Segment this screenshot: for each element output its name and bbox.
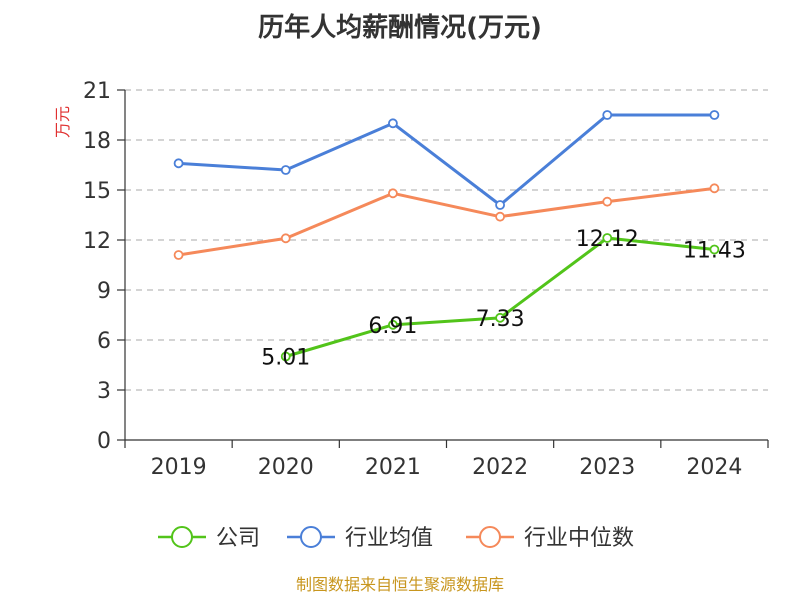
series-point	[173, 250, 184, 260]
data-label: 7.33	[476, 307, 525, 332]
series-line-1	[178, 113, 715, 207]
legend-label: 行业中位数	[524, 526, 634, 551]
data-label: 5.01	[261, 346, 310, 371]
legend-marker	[479, 526, 501, 548]
series-point	[173, 158, 184, 169]
y-tick-label: 12	[83, 229, 111, 254]
series-line-2	[178, 186, 715, 257]
x-tick-label: 2020	[258, 455, 314, 480]
series-point	[495, 312, 505, 323]
series-line-0	[285, 236, 715, 358]
source-note: 制图数据来自恒生聚源数据库	[296, 575, 504, 594]
x-tick-label: 2019	[151, 455, 207, 480]
y-tick-label: 0	[97, 429, 111, 454]
series-point	[602, 233, 613, 243]
legend-marker	[300, 526, 322, 548]
gridlines	[125, 89, 768, 391]
y-axis-label: 万元	[53, 106, 72, 138]
y-tick-label: 18	[83, 129, 111, 154]
legend-label: 行业均值	[345, 526, 433, 551]
x-tick-label: 2021	[365, 455, 421, 480]
x-tick-label: 2022	[472, 455, 528, 480]
y-tick-label: 15	[83, 179, 111, 204]
y-tick-labels: 0 3 6 9 12 15 18 21	[83, 79, 111, 454]
series-point	[388, 319, 398, 330]
series-point	[280, 351, 291, 362]
y-tick-label: 9	[97, 279, 111, 304]
legend-item[interactable]: 行业均值	[287, 526, 433, 551]
series-point	[280, 165, 291, 175]
series-point	[709, 244, 720, 255]
axes	[117, 89, 769, 448]
series-point	[388, 188, 398, 199]
series-point	[709, 110, 720, 120]
legend-item[interactable]: 行业中位数	[466, 526, 634, 551]
x-tick-label: 2024	[686, 455, 742, 480]
y-tick-label: 6	[97, 329, 111, 354]
data-label: 6.91	[368, 314, 417, 339]
x-tick-labels: 2019 2020 2021 2022 2023 2024	[151, 455, 743, 480]
series-point	[495, 200, 505, 210]
legend-marker	[171, 526, 193, 548]
series-point	[495, 211, 505, 222]
x-tick-label: 2023	[579, 455, 635, 480]
series-point	[602, 196, 613, 207]
data-labels: 5.01 6.91 7.33 12.12 11.43	[261, 227, 746, 371]
series-point	[388, 118, 398, 129]
y-tick-label: 3	[97, 379, 111, 404]
series-point	[709, 183, 720, 194]
legend-label: 公司	[216, 526, 260, 551]
series-layer	[173, 110, 720, 362]
legend-item[interactable]: 公司	[158, 526, 260, 551]
chart-title: 历年人均薪酬情况(万元)	[258, 12, 542, 43]
data-label: 12.12	[576, 227, 639, 252]
series-point	[602, 110, 613, 120]
legend: 公司 行业均值 行业中位数	[158, 526, 634, 551]
series-point	[280, 233, 291, 244]
data-label: 11.43	[683, 239, 746, 264]
y-tick-label: 21	[83, 79, 111, 104]
